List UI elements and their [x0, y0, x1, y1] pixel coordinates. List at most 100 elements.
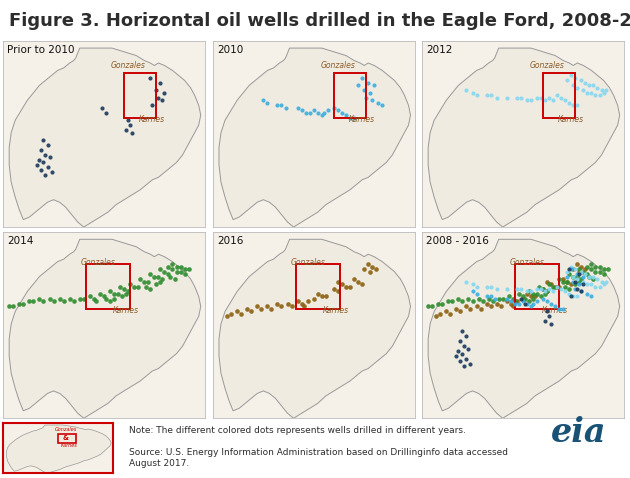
Point	[333, 278, 343, 285]
Point	[564, 290, 575, 298]
Point	[464, 295, 474, 303]
Text: Gonzales: Gonzales	[510, 258, 544, 267]
Polygon shape	[9, 48, 201, 227]
Bar	[295, 264, 340, 309]
Text: Gonzales: Gonzales	[530, 62, 564, 70]
Point	[572, 273, 582, 281]
Point	[353, 82, 363, 89]
Point	[461, 87, 471, 94]
Point	[575, 280, 585, 288]
Text: Gonzales: Gonzales	[321, 62, 355, 70]
Point	[486, 303, 496, 310]
Point	[459, 362, 469, 370]
Point	[377, 101, 387, 109]
Point	[156, 79, 166, 87]
Point	[149, 273, 159, 281]
Point	[570, 74, 580, 82]
Point	[550, 282, 560, 290]
Point	[471, 282, 481, 290]
Point	[474, 295, 484, 303]
Point	[262, 99, 272, 107]
Point	[575, 268, 585, 275]
Point	[491, 94, 501, 102]
Point	[542, 288, 552, 295]
Point	[548, 282, 558, 290]
Point	[95, 290, 105, 298]
Point	[222, 313, 232, 320]
Point	[437, 300, 447, 308]
Point	[585, 273, 595, 281]
Point	[359, 87, 369, 94]
Point	[451, 305, 461, 313]
Point	[171, 263, 181, 271]
Point	[454, 348, 464, 355]
Point	[598, 270, 609, 278]
Point	[171, 268, 181, 275]
Point	[501, 298, 512, 305]
Point	[282, 300, 292, 308]
Point	[42, 163, 52, 171]
Point	[582, 290, 592, 298]
Point	[536, 94, 546, 102]
Point	[597, 87, 607, 94]
Point	[585, 82, 595, 89]
Point	[595, 91, 605, 99]
Point	[526, 303, 536, 310]
Point	[466, 360, 476, 368]
Point	[363, 261, 373, 268]
Point	[461, 332, 471, 340]
Point	[105, 298, 115, 305]
Point	[49, 298, 59, 305]
Point	[600, 278, 610, 285]
Point	[598, 280, 609, 288]
Point	[345, 282, 355, 290]
Point	[566, 72, 576, 79]
Point	[518, 298, 528, 305]
Point	[457, 327, 467, 335]
Point	[550, 303, 560, 310]
Point	[301, 109, 311, 117]
Point	[518, 293, 528, 300]
Point	[598, 265, 609, 273]
Point	[522, 288, 532, 295]
Point	[125, 121, 135, 129]
Point	[587, 293, 597, 300]
Point	[129, 282, 139, 290]
Point	[146, 285, 156, 293]
Point	[481, 91, 491, 99]
Point	[568, 293, 578, 300]
Point	[566, 265, 576, 273]
Point	[564, 99, 575, 107]
Polygon shape	[428, 48, 620, 227]
Point	[40, 171, 50, 179]
Text: 2008 - 2016: 2008 - 2016	[426, 237, 489, 247]
Point	[277, 101, 287, 109]
Point	[526, 293, 536, 300]
Point	[183, 265, 193, 273]
Point	[600, 87, 610, 94]
Point	[598, 89, 609, 97]
Point	[18, 300, 28, 308]
Point	[447, 298, 457, 305]
Point	[109, 290, 119, 298]
Point	[42, 141, 52, 149]
Point	[89, 295, 99, 303]
Point	[508, 303, 518, 310]
Point	[176, 263, 186, 271]
Point	[466, 305, 476, 313]
Point	[35, 156, 45, 164]
Point	[349, 114, 359, 121]
Point	[252, 303, 262, 310]
Point	[490, 295, 500, 303]
Point	[572, 101, 582, 109]
Point	[552, 91, 562, 99]
Point	[457, 298, 467, 305]
Polygon shape	[428, 239, 620, 418]
Polygon shape	[6, 425, 111, 473]
Point	[544, 313, 554, 320]
Point	[32, 161, 42, 169]
Point	[595, 263, 605, 271]
Point	[464, 345, 474, 352]
Point	[121, 126, 131, 134]
Point	[587, 280, 597, 288]
